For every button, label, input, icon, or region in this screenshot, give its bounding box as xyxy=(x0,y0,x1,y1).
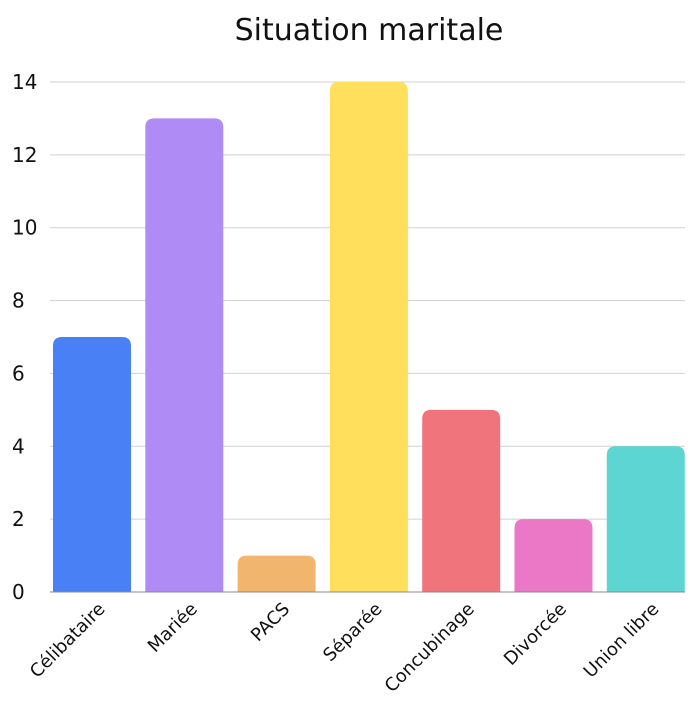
x-category-label: Divorcée xyxy=(500,599,571,670)
bar xyxy=(237,555,316,592)
x-category-label: Séparée xyxy=(319,599,386,666)
bar xyxy=(606,446,685,592)
x-category-label: PACS xyxy=(247,599,294,646)
y-tick-label: 14 xyxy=(12,70,37,94)
bar xyxy=(514,519,593,592)
y-tick-label: 12 xyxy=(12,143,37,167)
bar xyxy=(329,82,408,592)
y-tick-label: 8 xyxy=(12,289,25,313)
bar xyxy=(422,409,501,592)
chart-title: Situation maritale xyxy=(235,13,504,48)
y-tick-label: 2 xyxy=(12,507,25,531)
y-axis-ticks: 0 2 4 6 8 10 12 14 xyxy=(12,70,37,604)
y-tick-label: 0 xyxy=(12,580,25,604)
x-category-label: Concubinage xyxy=(381,599,479,697)
y-tick-label: 4 xyxy=(12,434,25,458)
x-category-label: Mariée xyxy=(144,599,202,657)
bars-layer xyxy=(53,82,685,592)
y-tick-label: 10 xyxy=(12,216,37,240)
x-category-label: Célibataire xyxy=(26,599,110,683)
bar xyxy=(145,118,224,592)
x-category-label: Union libre xyxy=(580,599,664,683)
bar xyxy=(53,337,131,592)
y-tick-label: 6 xyxy=(12,361,25,385)
